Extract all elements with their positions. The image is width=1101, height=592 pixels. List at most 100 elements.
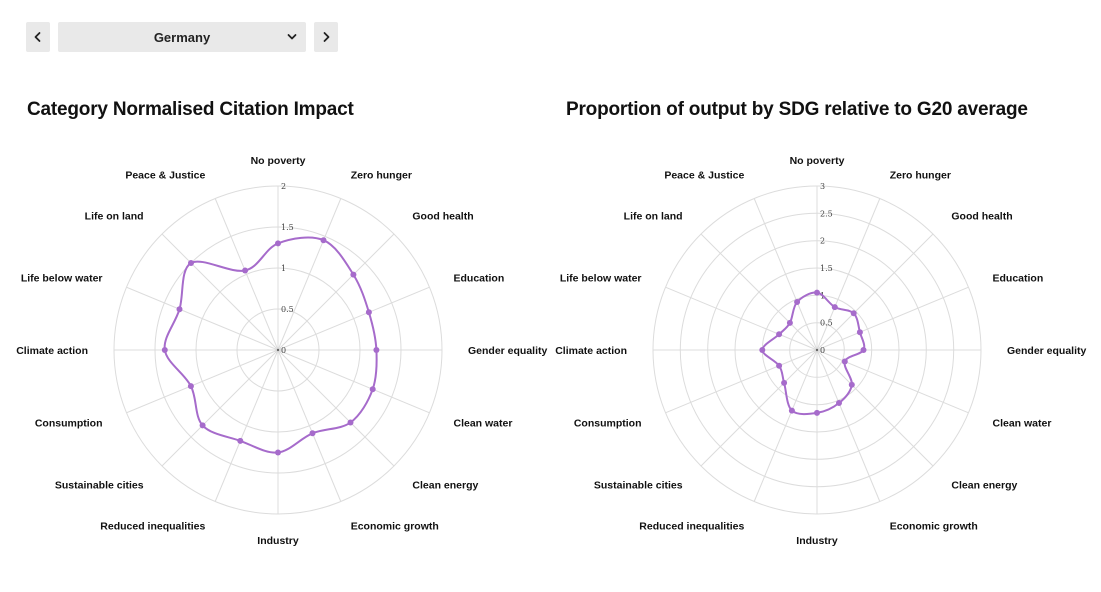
data-point-gender-equality[interactable] <box>373 347 380 353</box>
chart-title-output-proportion: Proportion of output by SDG relative to … <box>566 99 1028 120</box>
country-select-value: Germany <box>153 29 211 45</box>
grid-spoke <box>816 349 934 467</box>
data-point-good-health[interactable] <box>350 271 357 278</box>
next-country-button[interactable] <box>314 22 338 52</box>
data-point-consumption[interactable] <box>187 383 194 390</box>
axis-label-sustainable-cities: Sustainable cities <box>594 479 683 491</box>
axis-label-peace-and-justice: Peace & Justice <box>664 170 744 182</box>
chevron-down-icon <box>287 34 297 40</box>
axis-label-life-on-land: Life on land <box>624 211 683 223</box>
data-point-climate-action[interactable] <box>759 347 766 353</box>
data-point-sustainable-cities[interactable] <box>199 422 206 429</box>
chevron-right-icon <box>323 32 330 42</box>
grid-spoke <box>214 198 279 351</box>
axis-label-gender-equality: Gender equality <box>468 345 548 357</box>
data-point-good-health[interactable] <box>850 310 857 317</box>
axis-label-zero-hunger: Zero hunger <box>351 170 412 182</box>
grid-spoke <box>816 233 934 351</box>
chart-title-citation-impact: Category Normalised Citation Impact <box>27 99 354 120</box>
data-point-life-on-land[interactable] <box>188 260 194 266</box>
data-point-reduced-inequalities[interactable] <box>788 407 795 414</box>
data-point-life-below-water[interactable] <box>776 331 783 338</box>
tick-label: 0 <box>820 346 825 355</box>
tick-label: 0.5 <box>820 319 833 328</box>
data-point-gender-equality[interactable] <box>860 347 867 353</box>
grid-spoke <box>753 349 818 502</box>
axis-label-peace-and-justice: Peace & Justice <box>125 170 205 182</box>
grid-spoke <box>816 349 881 502</box>
data-point-clean-water[interactable] <box>369 386 376 393</box>
axis-label-reduced-inequalities: Reduced inequalities <box>100 521 205 533</box>
axis-label-good-health: Good health <box>951 211 1012 223</box>
axis-label-life-below-water: Life below water <box>21 272 103 284</box>
center-point <box>815 348 819 352</box>
axis-label-reduced-inequalities: Reduced inequalities <box>639 521 744 533</box>
axis-label-life-on-land: Life on land <box>85 211 144 223</box>
axis-label-good-health: Good health <box>412 211 473 223</box>
grid-spoke <box>126 349 279 414</box>
axis-label-education: Education <box>454 272 505 284</box>
grid-spoke <box>665 286 818 351</box>
data-point-zero-hunger[interactable] <box>831 304 838 311</box>
data-point-peace-and-justice[interactable] <box>242 267 249 274</box>
tick-label: 1.5 <box>820 264 833 273</box>
data-point-clean-energy[interactable] <box>848 381 855 388</box>
axis-label-no-poverty: No poverty <box>251 155 306 167</box>
grid-spoke <box>277 286 430 351</box>
grid-spoke <box>277 349 342 502</box>
axis-label-consumption: Consumption <box>35 418 103 430</box>
axis-label-zero-hunger: Zero hunger <box>890 170 951 182</box>
grid-spoke <box>161 233 279 351</box>
axis-label-gender-equality: Gender equality <box>1007 345 1087 357</box>
axis-label-clean-energy: Clean energy <box>412 479 478 491</box>
grid-spoke <box>665 349 818 414</box>
grid-spoke <box>753 198 818 351</box>
tick-label: 0 <box>281 346 286 355</box>
country-select[interactable]: Germany <box>58 22 306 52</box>
axis-label-consumption: Consumption <box>574 418 642 430</box>
axis-label-clean-water: Clean water <box>454 418 513 430</box>
data-point-clean-water[interactable] <box>841 358 848 365</box>
axis-label-economic-growth: Economic growth <box>890 521 978 533</box>
grid-spoke <box>277 233 395 351</box>
grid-spoke <box>700 349 818 467</box>
data-point-education[interactable] <box>856 329 863 336</box>
grid-spoke <box>161 349 279 467</box>
data-point-life-below-water[interactable] <box>176 306 183 313</box>
data-point-climate-action[interactable] <box>161 347 168 353</box>
axis-label-life-below-water: Life below water <box>560 272 642 284</box>
grid-spoke <box>126 286 279 351</box>
prev-country-button[interactable] <box>26 22 50 52</box>
grid-spoke <box>277 349 395 467</box>
axis-label-clean-water: Clean water <box>993 418 1052 430</box>
data-point-industry[interactable] <box>814 409 820 416</box>
data-point-industry[interactable] <box>275 449 281 456</box>
data-point-clean-energy[interactable] <box>347 419 354 426</box>
grid-spoke <box>277 198 342 351</box>
data-point-economic-growth[interactable] <box>836 400 842 406</box>
axis-label-climate-action: Climate action <box>555 345 627 357</box>
data-point-sustainable-cities[interactable] <box>781 379 788 386</box>
data-point-consumption[interactable] <box>776 362 783 369</box>
axis-label-industry: Industry <box>796 535 838 547</box>
data-point-no-poverty[interactable] <box>275 240 281 247</box>
data-point-economic-growth[interactable] <box>309 430 316 437</box>
grid-spoke <box>214 349 279 502</box>
axis-label-clean-energy: Clean energy <box>951 479 1017 491</box>
data-point-education[interactable] <box>365 309 372 316</box>
tick-label: 0.5 <box>281 305 294 314</box>
grid-spoke <box>816 198 881 351</box>
tick-label: 1 <box>281 264 286 273</box>
data-point-zero-hunger[interactable] <box>320 237 327 244</box>
data-point-no-poverty[interactable] <box>814 289 820 296</box>
data-point-peace-and-justice[interactable] <box>794 299 801 305</box>
data-point-life-on-land[interactable] <box>786 319 793 326</box>
data-point-reduced-inequalities[interactable] <box>237 437 244 444</box>
grid-spoke <box>277 349 430 414</box>
axis-label-education: Education <box>993 272 1044 284</box>
chevron-left-icon <box>34 32 41 42</box>
axis-label-climate-action: Climate action <box>16 345 88 357</box>
grid-spoke <box>816 286 969 351</box>
axis-label-economic-growth: Economic growth <box>351 521 439 533</box>
